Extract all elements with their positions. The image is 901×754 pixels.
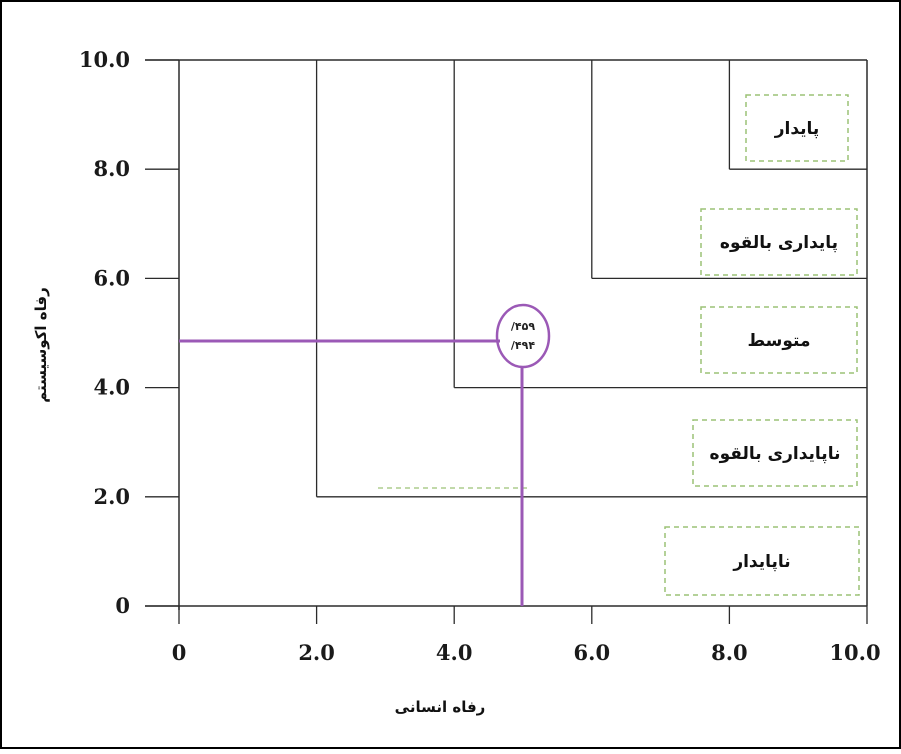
x-tick-label: 8.0	[711, 640, 748, 665]
x-tick-label: 2.0	[298, 640, 335, 665]
zone-label: ناپایدار	[732, 552, 790, 572]
y-tick-label: 10.0	[79, 47, 130, 72]
y-axis-title: رفاه اکوسیستم	[32, 287, 50, 402]
y-tick-label: 8.0	[93, 156, 130, 181]
zone-label-box	[692, 419, 858, 487]
zone-label-box	[664, 526, 860, 596]
zone-label: پایدار	[774, 119, 820, 139]
y-tick-label: 4.0	[93, 375, 130, 400]
zone-label: ناپایداری بالقوه	[710, 444, 841, 464]
zone-label: متوسط	[747, 331, 810, 351]
point-label-y: /۴۵۹	[511, 320, 535, 333]
x-tick-label: 0	[172, 640, 187, 665]
point-label-x: /۴۹۴	[511, 339, 535, 352]
x-axis-title: رفاه انسانی	[395, 698, 486, 716]
zone-label-box	[745, 94, 849, 162]
zone-label-box	[700, 306, 858, 374]
x-tick-label: 6.0	[574, 640, 611, 665]
y-tick-label: 6.0	[93, 265, 130, 290]
data-point-circle	[495, 303, 551, 369]
x-tick-label: 10.0	[829, 640, 880, 665]
zone-label: پایداری بالقوه	[720, 233, 838, 253]
zone-label-box	[700, 208, 858, 276]
y-tick-label: 2.0	[93, 484, 130, 509]
y-tick-label: 0	[115, 593, 130, 618]
x-tick-label: 4.0	[436, 640, 473, 665]
